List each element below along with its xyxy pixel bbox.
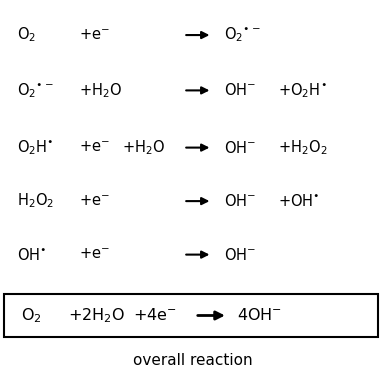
Text: +O$_2$H$^{\bullet}$: +O$_2$H$^{\bullet}$: [278, 81, 327, 100]
Text: +e$^{-}$: +e$^{-}$: [79, 140, 110, 155]
Text: +e$^{-}$: +e$^{-}$: [79, 247, 110, 262]
Text: +OH$^{\bullet}$: +OH$^{\bullet}$: [278, 193, 320, 209]
Text: OH$^{-}$: OH$^{-}$: [224, 139, 256, 156]
Text: O$_2$$^{\bullet -}$: O$_2$$^{\bullet -}$: [224, 26, 261, 44]
Bar: [4, 294, 378, 337]
Text: +H$_2$O: +H$_2$O: [122, 138, 165, 157]
Text: +2H$_2$O: +2H$_2$O: [68, 306, 125, 325]
Text: +H$_2$O: +H$_2$O: [79, 81, 122, 100]
Text: OH$^{-}$: OH$^{-}$: [224, 82, 256, 99]
Text: O$_2$: O$_2$: [21, 306, 42, 325]
Text: +e$^{-}$: +e$^{-}$: [79, 194, 110, 208]
Text: O$_2$H$^{\bullet}$: O$_2$H$^{\bullet}$: [17, 138, 54, 157]
Text: +H$_2$O$_2$: +H$_2$O$_2$: [278, 138, 327, 157]
Text: overall reaction: overall reaction: [133, 354, 253, 368]
Text: H$_2$O$_2$: H$_2$O$_2$: [17, 192, 54, 210]
Text: O$_2$$^{\bullet -}$: O$_2$$^{\bullet -}$: [17, 81, 54, 100]
Text: O$_2$: O$_2$: [17, 26, 36, 44]
Text: OH$^{\bullet}$: OH$^{\bullet}$: [17, 246, 47, 263]
Text: OH$^{-}$: OH$^{-}$: [224, 246, 256, 263]
Text: +e$^{-}$: +e$^{-}$: [79, 28, 110, 42]
Text: +4e$^{-}$: +4e$^{-}$: [133, 307, 177, 324]
Text: 4OH$^{-}$: 4OH$^{-}$: [237, 307, 283, 324]
Text: OH$^{-}$: OH$^{-}$: [224, 193, 256, 209]
